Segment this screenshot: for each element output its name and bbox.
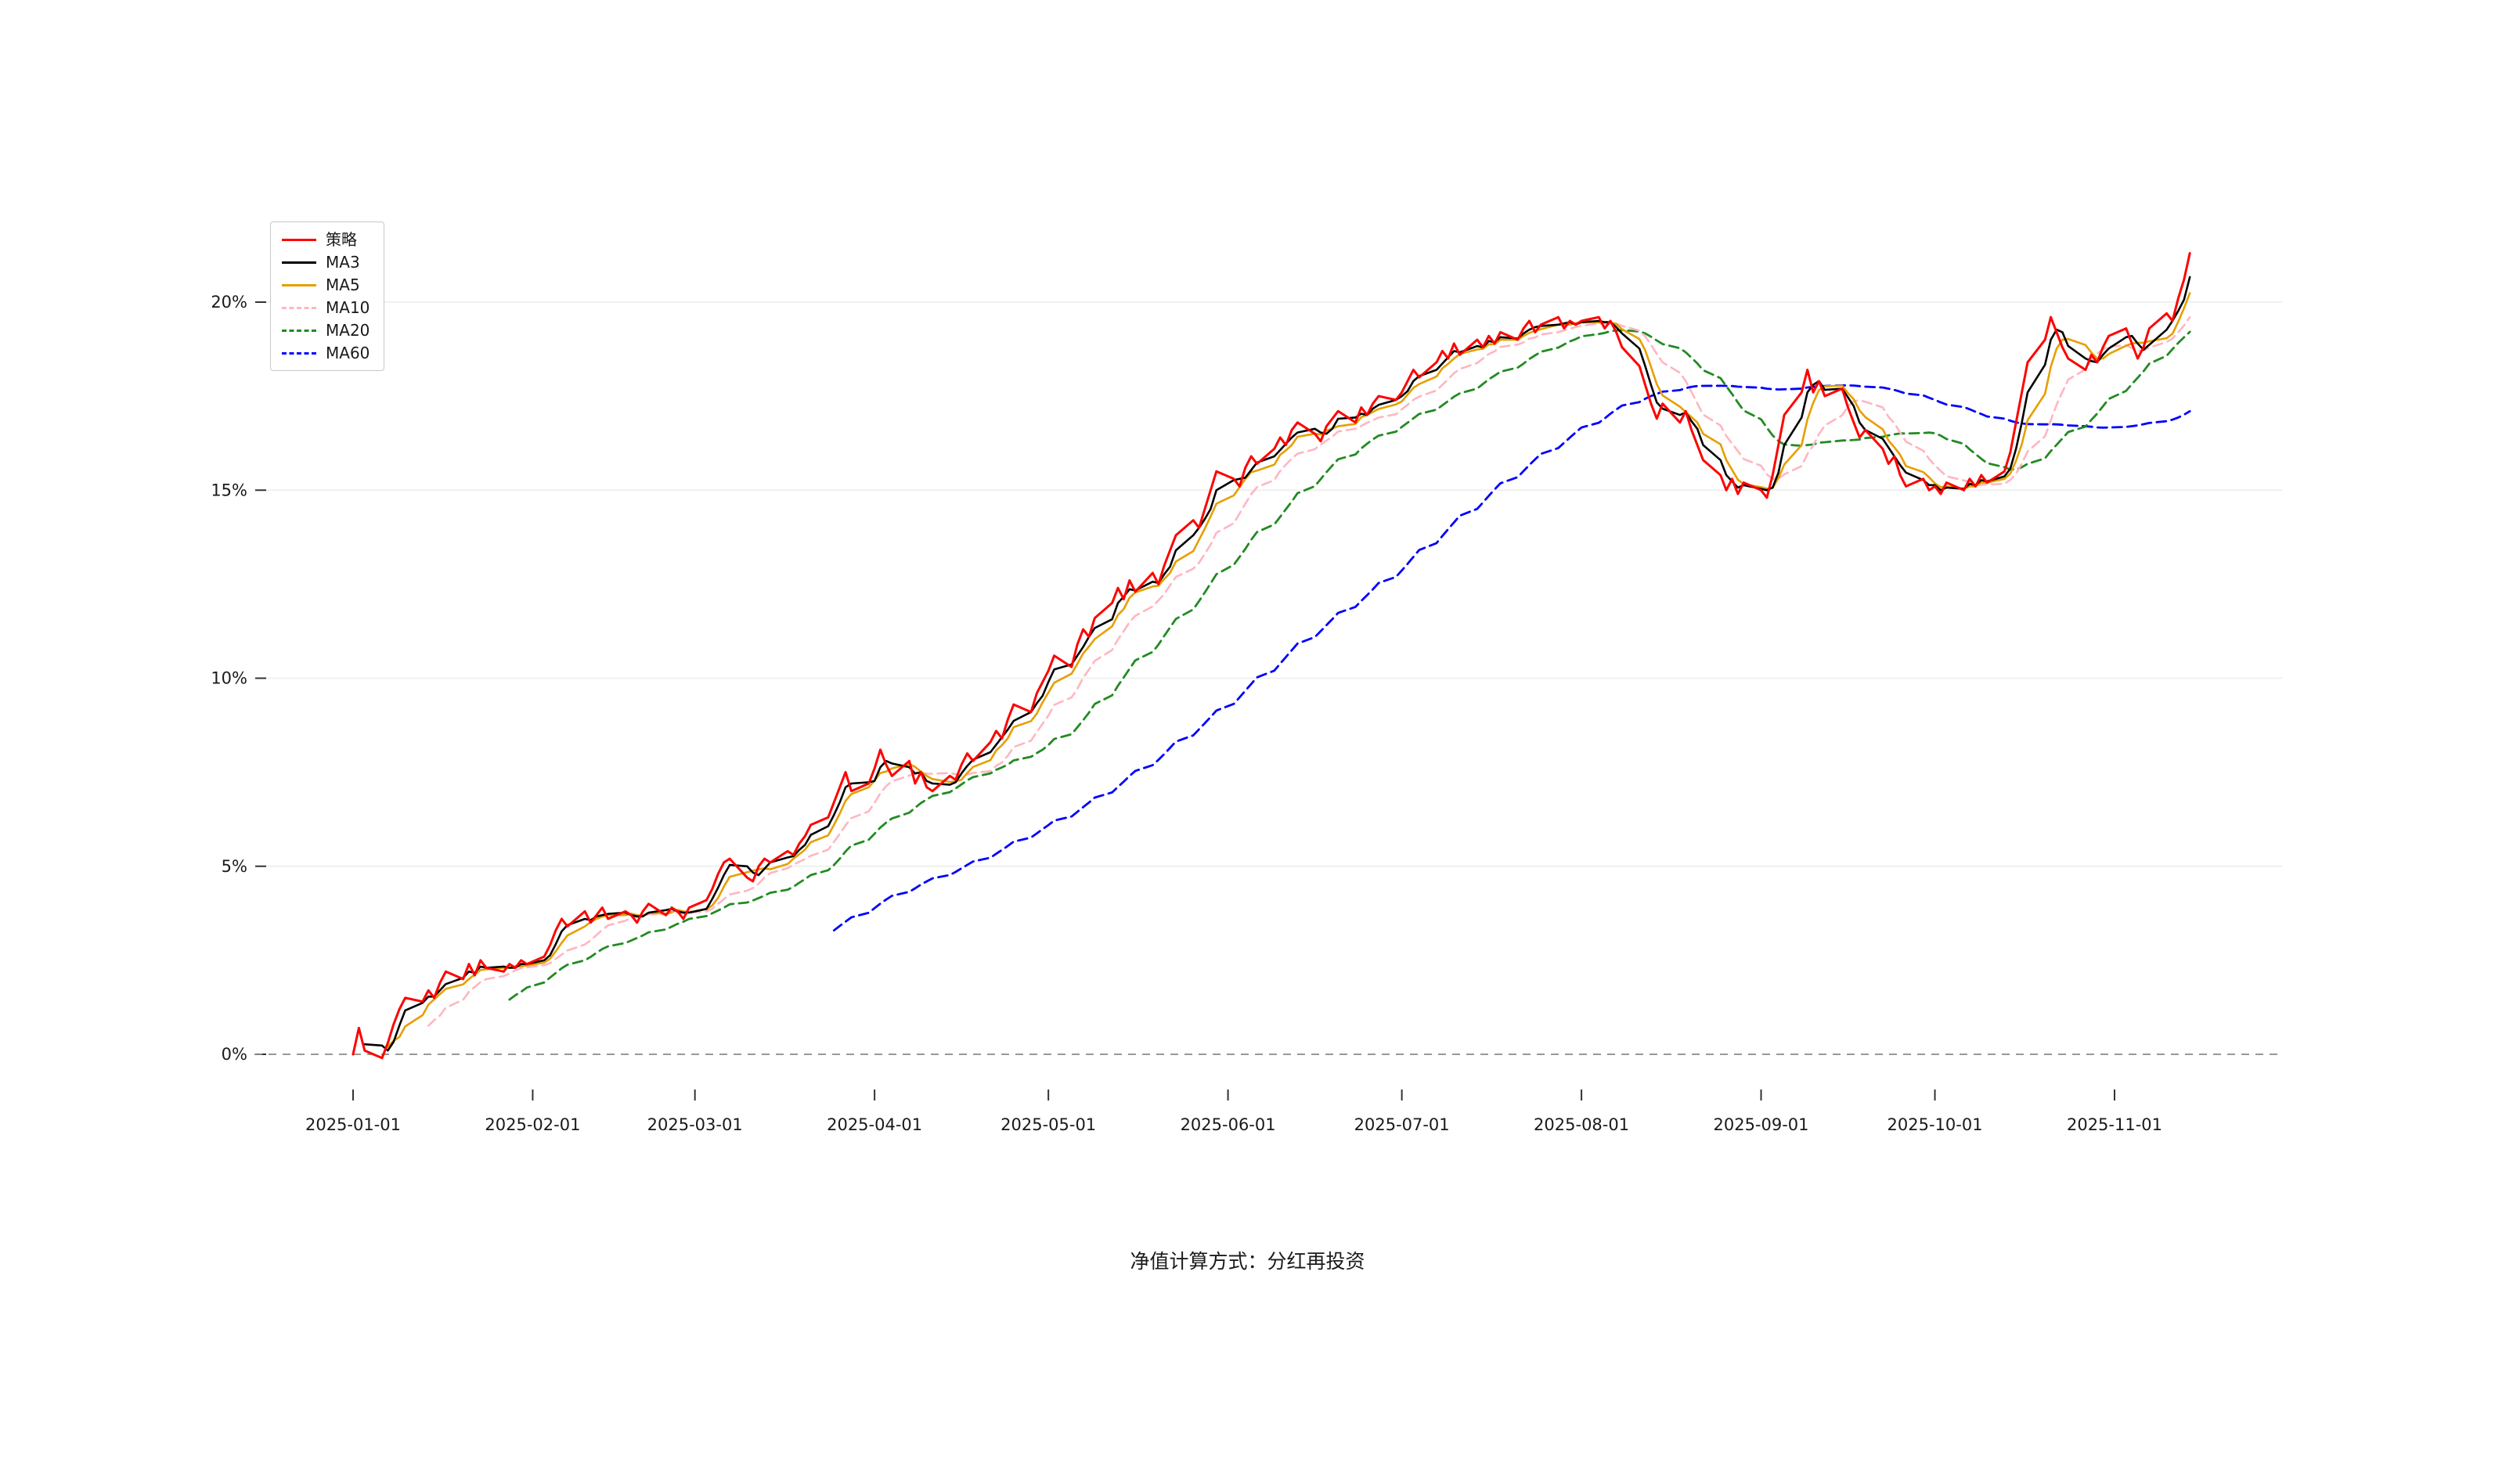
legend-entry-MA20: MA20: [282, 322, 370, 338]
legend-label: MA10: [326, 298, 370, 317]
legend-entry-MA10: MA10: [282, 300, 370, 315]
legend-label: MA3: [326, 253, 360, 272]
x-tick-label: 2025-04-01: [827, 1115, 922, 1134]
x-tick-label: 2025-09-01: [1713, 1115, 1808, 1134]
x-tick-label: 2025-01-01: [305, 1115, 401, 1134]
legend: 策略 MA3 MA5 MA10 MA20 MA60: [270, 222, 385, 371]
y-tick-label: 20%: [211, 293, 247, 312]
y-tick-label: 5%: [222, 857, 247, 876]
x-tick-label: 2025-06-01: [1181, 1115, 1276, 1134]
x-tick-label: 2025-07-01: [1354, 1115, 1450, 1134]
legend-line-sample: [282, 238, 316, 241]
legend-line-sample: [282, 351, 316, 355]
series-line-策略: [352, 252, 2191, 1060]
series-line-MA60: [832, 384, 2191, 932]
chart-caption: 净值计算方式：分红再投资: [1130, 1250, 1365, 1273]
legend-entry-MA3: MA3: [282, 254, 370, 270]
legend-label: MA60: [326, 344, 370, 362]
series-line-MA10: [427, 315, 2191, 1027]
legend-label: 策略: [326, 230, 357, 249]
legend-line-sample: [282, 329, 316, 332]
x-tick-label: 2025-05-01: [1001, 1115, 1096, 1134]
y-tick-label: 15%: [211, 481, 247, 499]
legend-line-sample: [282, 306, 316, 309]
y-tick-label: 0%: [222, 1045, 247, 1064]
series-line-MA20: [508, 329, 2191, 1001]
y-tick-label: 10%: [211, 669, 247, 688]
legend-entry-MA60: MA60: [282, 345, 370, 361]
legend-label: MA5: [326, 276, 360, 294]
legend-line-sample: [282, 283, 316, 286]
x-tick-label: 2025-03-01: [647, 1115, 743, 1134]
x-tick-label: 2025-11-01: [2067, 1115, 2162, 1134]
x-tick-label: 2025-02-01: [485, 1115, 580, 1134]
legend-entry-MA5: MA5: [282, 277, 370, 293]
x-tick-label: 2025-08-01: [1534, 1115, 1629, 1134]
legend-label: MA20: [326, 321, 370, 340]
x-tick-label: 2025-10-01: [1887, 1115, 1983, 1134]
legend-entry-策略: 策略: [282, 232, 370, 247]
series-line-MA3: [363, 276, 2191, 1052]
legend-line-sample: [282, 261, 316, 264]
series-line-MA5: [387, 292, 2191, 1048]
